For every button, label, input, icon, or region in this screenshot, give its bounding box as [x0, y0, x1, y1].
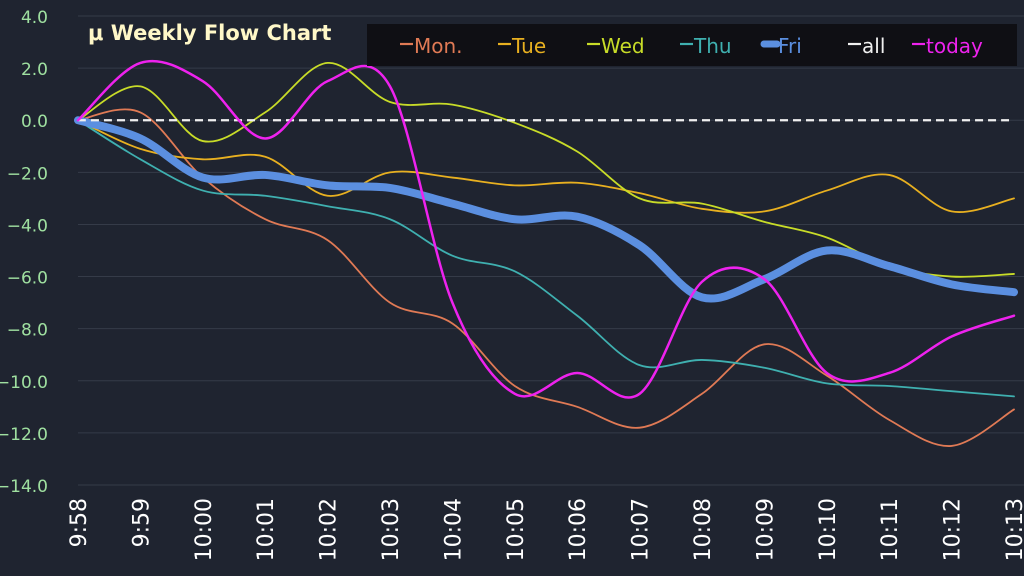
series-line-today	[76, 59, 1016, 399]
legend-label: Tue	[511, 34, 546, 58]
x-tick-label: 10:11	[878, 498, 903, 561]
y-tick-label: −12.0	[0, 425, 48, 445]
series-line-wed	[77, 61, 1015, 278]
chart-title: μ Weekly Flow Chart	[88, 21, 331, 45]
legend-label: Fri	[778, 34, 802, 58]
x-tick-label: 10:10	[816, 498, 841, 561]
legend-label: today	[926, 34, 983, 58]
y-tick-label: −4.0	[7, 216, 48, 236]
legend: Mon. Tue Wed Thu Fri all today	[367, 24, 1017, 66]
x-tick-label: 10:07	[629, 498, 654, 561]
series-line-fri	[74, 116, 1018, 303]
x-tick-label: 10:06	[566, 498, 591, 561]
y-tick-label: −2.0	[7, 164, 48, 184]
x-tick-label: 9:58	[67, 498, 92, 547]
x-tick-label: 10:13	[1003, 498, 1024, 561]
series-line-tue	[77, 119, 1015, 214]
y-tick-label: 4.0	[21, 8, 48, 28]
series-line-mon	[77, 108, 1015, 447]
x-tick-label: 10:02	[317, 498, 342, 561]
x-tick-label: 10:04	[441, 498, 466, 561]
x-tick-label: 10:00	[192, 498, 217, 561]
y-tick-label: 0.0	[21, 112, 48, 132]
y-tick-label: −8.0	[7, 321, 48, 341]
legend-label: Wed	[601, 34, 645, 58]
y-tick-label: −10.0	[0, 373, 48, 393]
x-tick-label: 10:12	[941, 498, 966, 561]
x-tick-label: 10:09	[753, 498, 778, 561]
legend-label: Mon.	[414, 34, 463, 58]
x-axis-ticks: 9:58 9:59 10:00 10:01 10:02 10:03 10:04 10:05 10…	[67, 498, 1024, 561]
x-tick-label: 10:01	[254, 498, 279, 561]
legend-label: Thu	[693, 34, 732, 58]
series-lines	[74, 59, 1018, 447]
x-tick-label: 10:05	[504, 498, 529, 561]
y-axis-ticks: 4.0 2.0 0.0 −2.0 −4.0 −6.0 −8.0 −10.0 −12.0 −14.0	[0, 8, 48, 497]
y-tick-label: 2.0	[21, 60, 48, 80]
x-tick-label: 9:59	[129, 498, 154, 547]
x-tick-label: 10:08	[691, 498, 716, 561]
y-tick-label: −14.0	[0, 477, 48, 497]
series-line-thu	[77, 119, 1015, 398]
legend-label: all	[862, 34, 885, 58]
x-tick-label: 10:03	[379, 498, 404, 561]
y-tick-label: −6.0	[7, 269, 48, 289]
